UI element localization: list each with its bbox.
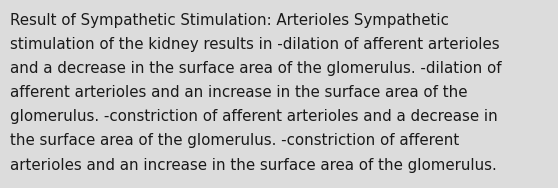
Text: stimulation of the kidney results in -dilation of afferent arterioles: stimulation of the kidney results in -di… (10, 37, 499, 52)
Text: and a decrease in the surface area of the glomerulus. -dilation of: and a decrease in the surface area of th… (10, 61, 502, 76)
Text: afferent arterioles and an increase in the surface area of the: afferent arterioles and an increase in t… (10, 85, 468, 100)
Text: the surface area of the glomerulus. -constriction of afferent: the surface area of the glomerulus. -con… (10, 133, 459, 149)
Text: arterioles and an increase in the surface area of the glomerulus.: arterioles and an increase in the surfac… (10, 158, 497, 173)
Text: glomerulus. -constriction of afferent arterioles and a decrease in: glomerulus. -constriction of afferent ar… (10, 109, 498, 124)
Text: Result of Sympathetic Stimulation: Arterioles Sympathetic: Result of Sympathetic Stimulation: Arter… (10, 13, 449, 28)
